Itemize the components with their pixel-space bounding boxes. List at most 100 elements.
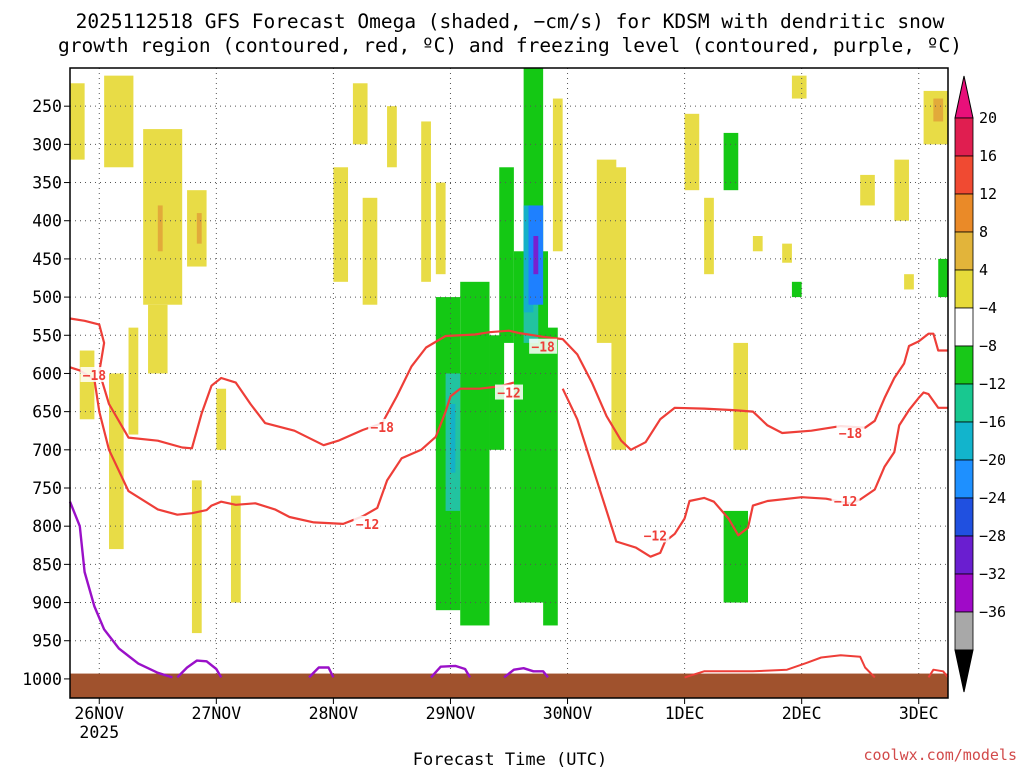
cyan-band-29nov: [450, 404, 456, 473]
colorbar-label-9: −20: [979, 451, 1006, 469]
colorbar-swatch-8: [954, 421, 974, 461]
contours: −18 −18 −12 −18 −12 −12 −18 −12: [68, 317, 949, 679]
freezing-contour-lower-left: [68, 501, 173, 679]
yellow-cell-2dec-c: [894, 159, 909, 221]
yellow-band-1dec-a: [684, 113, 700, 191]
contour-minus18-left: [69, 317, 520, 450]
colorbar-label-2: 12: [979, 185, 997, 203]
contour-label-3: −18: [531, 341, 555, 356]
colorbar-swatch-12: [954, 573, 974, 613]
yellow-band-27nov-b: [191, 480, 202, 634]
x-tick-label-2DEC: 2DEC: [782, 704, 822, 723]
orange-cell-3dec: [933, 98, 944, 122]
orange-core-27nov: [196, 213, 202, 244]
green-cell-3dec: [938, 258, 948, 298]
freezing-contour-bump-29nov: [430, 664, 472, 679]
chart-title-line1: 2025112518 GFS Forecast Omega (shaded, −…: [76, 10, 945, 33]
x-tick-sublabel-26NOV: 2025: [79, 723, 119, 742]
x-axis-title: Forecast Time (UTC): [413, 750, 607, 768]
yellow-band-28nov-d: [387, 106, 397, 168]
x-tick-label-1DEC: 1DEC: [665, 704, 705, 723]
y-tick-label-300: 300: [32, 135, 62, 154]
colorbar-swatch-6: [954, 345, 974, 385]
colorbar-swatch-10: [954, 497, 974, 537]
green-cell-1dec-b: [723, 510, 749, 603]
colorbar-swatch-5: [954, 307, 974, 347]
yellow-band-28nov-a: [333, 167, 349, 282]
yellow-band-29nov-a: [421, 121, 431, 282]
contour-label-bg-4: [495, 384, 523, 400]
y-tick-label-550: 550: [32, 326, 62, 345]
yellow-band-27nov-c: [216, 388, 227, 450]
contour-label-bg-3: [529, 338, 558, 354]
contour-label-2: −12: [356, 518, 379, 533]
colorbar-label-6: −8: [979, 337, 997, 355]
contour-label-bg-1: [368, 418, 397, 434]
contour-minus12-right: [561, 388, 948, 558]
colorbar-label-5: −4: [979, 299, 997, 317]
green-band-29nov-b: [460, 281, 490, 626]
contour-label-bg-6: [836, 425, 865, 441]
colorbar-label-0: 20: [979, 109, 997, 127]
contour-label-bg-5: [641, 527, 670, 543]
contour-label-bg-0: [80, 366, 109, 382]
colorbar-swatch-3: [954, 231, 974, 271]
colorbar-swatch-2: [954, 193, 974, 233]
y-tick-label-750: 750: [32, 479, 62, 498]
colorbar-label-3: 8: [979, 223, 988, 241]
green-cell-1dec-a: [723, 132, 739, 191]
orange-core-26nov: [157, 205, 163, 252]
freezing-contour-bump-27nov: [176, 659, 223, 679]
x-tick-label-3DEC: 3DEC: [899, 704, 939, 723]
y-tick-label-600: 600: [32, 364, 62, 383]
terrain-fill: [70, 673, 948, 698]
yellow-cell-1dec-b: [782, 243, 792, 263]
yellow-band-26nov-e: [148, 304, 168, 374]
x-tick-label-30NOV: 30NOV: [543, 704, 593, 723]
y-tick-label-850: 850: [32, 555, 62, 574]
colorbar: 20 16 12 8 4 −4 −8 −12 −16 −20 −24 −28 −32 −36: [954, 75, 1006, 693]
purple-core-30nov: [533, 236, 539, 275]
contour-minus18-lower-tail: [927, 668, 949, 679]
colorbar-label-10: −24: [979, 489, 1006, 507]
y-tick-label-500: 500: [32, 288, 62, 307]
colorbar-label-4: 4: [979, 261, 988, 279]
chart-title-line2: growth region (contoured, red, ºC) and f…: [58, 34, 962, 57]
yellow-cell-2dec-b: [860, 174, 875, 206]
x-tick-label-27NOV: 27NOV: [191, 704, 241, 723]
yellow-cell-2dec-a: [791, 75, 807, 99]
green-cell-2dec: [791, 281, 802, 298]
yellow-band-25nov-b: [79, 350, 95, 420]
yellow-cell-1dec-a: [752, 236, 763, 252]
colorbar-label-13: −36: [979, 603, 1006, 621]
y-tick-label-250: 250: [32, 97, 62, 116]
contour-minus18-lower-right: [684, 654, 876, 679]
colorbar-label-1: 16: [979, 147, 997, 165]
yellow-band-30nov-a: [552, 98, 563, 252]
y-axis: 250 300 350 400 450 500 550 600 650 700 750 800 850 9…: [22, 97, 70, 689]
y-tick-label-950: 950: [32, 632, 62, 651]
credit-text[interactable]: coolwx.com/models: [863, 746, 1017, 764]
yellow-band-26nov-a: [104, 75, 134, 168]
y-tick-label-800: 800: [32, 517, 62, 536]
contour-minus12-left: [69, 366, 515, 525]
colorbar-label-7: −12: [979, 375, 1006, 393]
grid-lines: [70, 68, 948, 698]
contour-label-0: −18: [83, 369, 107, 384]
colorbar-swatch-11: [954, 535, 974, 575]
y-tick-label-400: 400: [32, 212, 62, 231]
terrain-strip: [70, 673, 948, 698]
contour-label-bg-7: [831, 492, 860, 508]
yellow-band-27nov-d: [230, 495, 241, 603]
yellow-band-29nov-b: [435, 182, 446, 275]
yellow-band-26nov-b: [109, 373, 124, 550]
y-tick-label-1000: 1000: [22, 670, 62, 689]
colorbar-swatch-4: [954, 269, 974, 309]
yellow-band-28nov-c: [362, 197, 378, 305]
y-tick-label-450: 450: [32, 250, 62, 269]
yellow-band-26nov-c: [128, 327, 139, 435]
colorbar-swatch-1: [954, 155, 974, 195]
contour-label-7: −12: [834, 495, 857, 510]
freezing-contour-bump-30nov: [503, 667, 549, 679]
chart-title: 2025112518 GFS Forecast Omega (shaded, −…: [58, 10, 962, 57]
